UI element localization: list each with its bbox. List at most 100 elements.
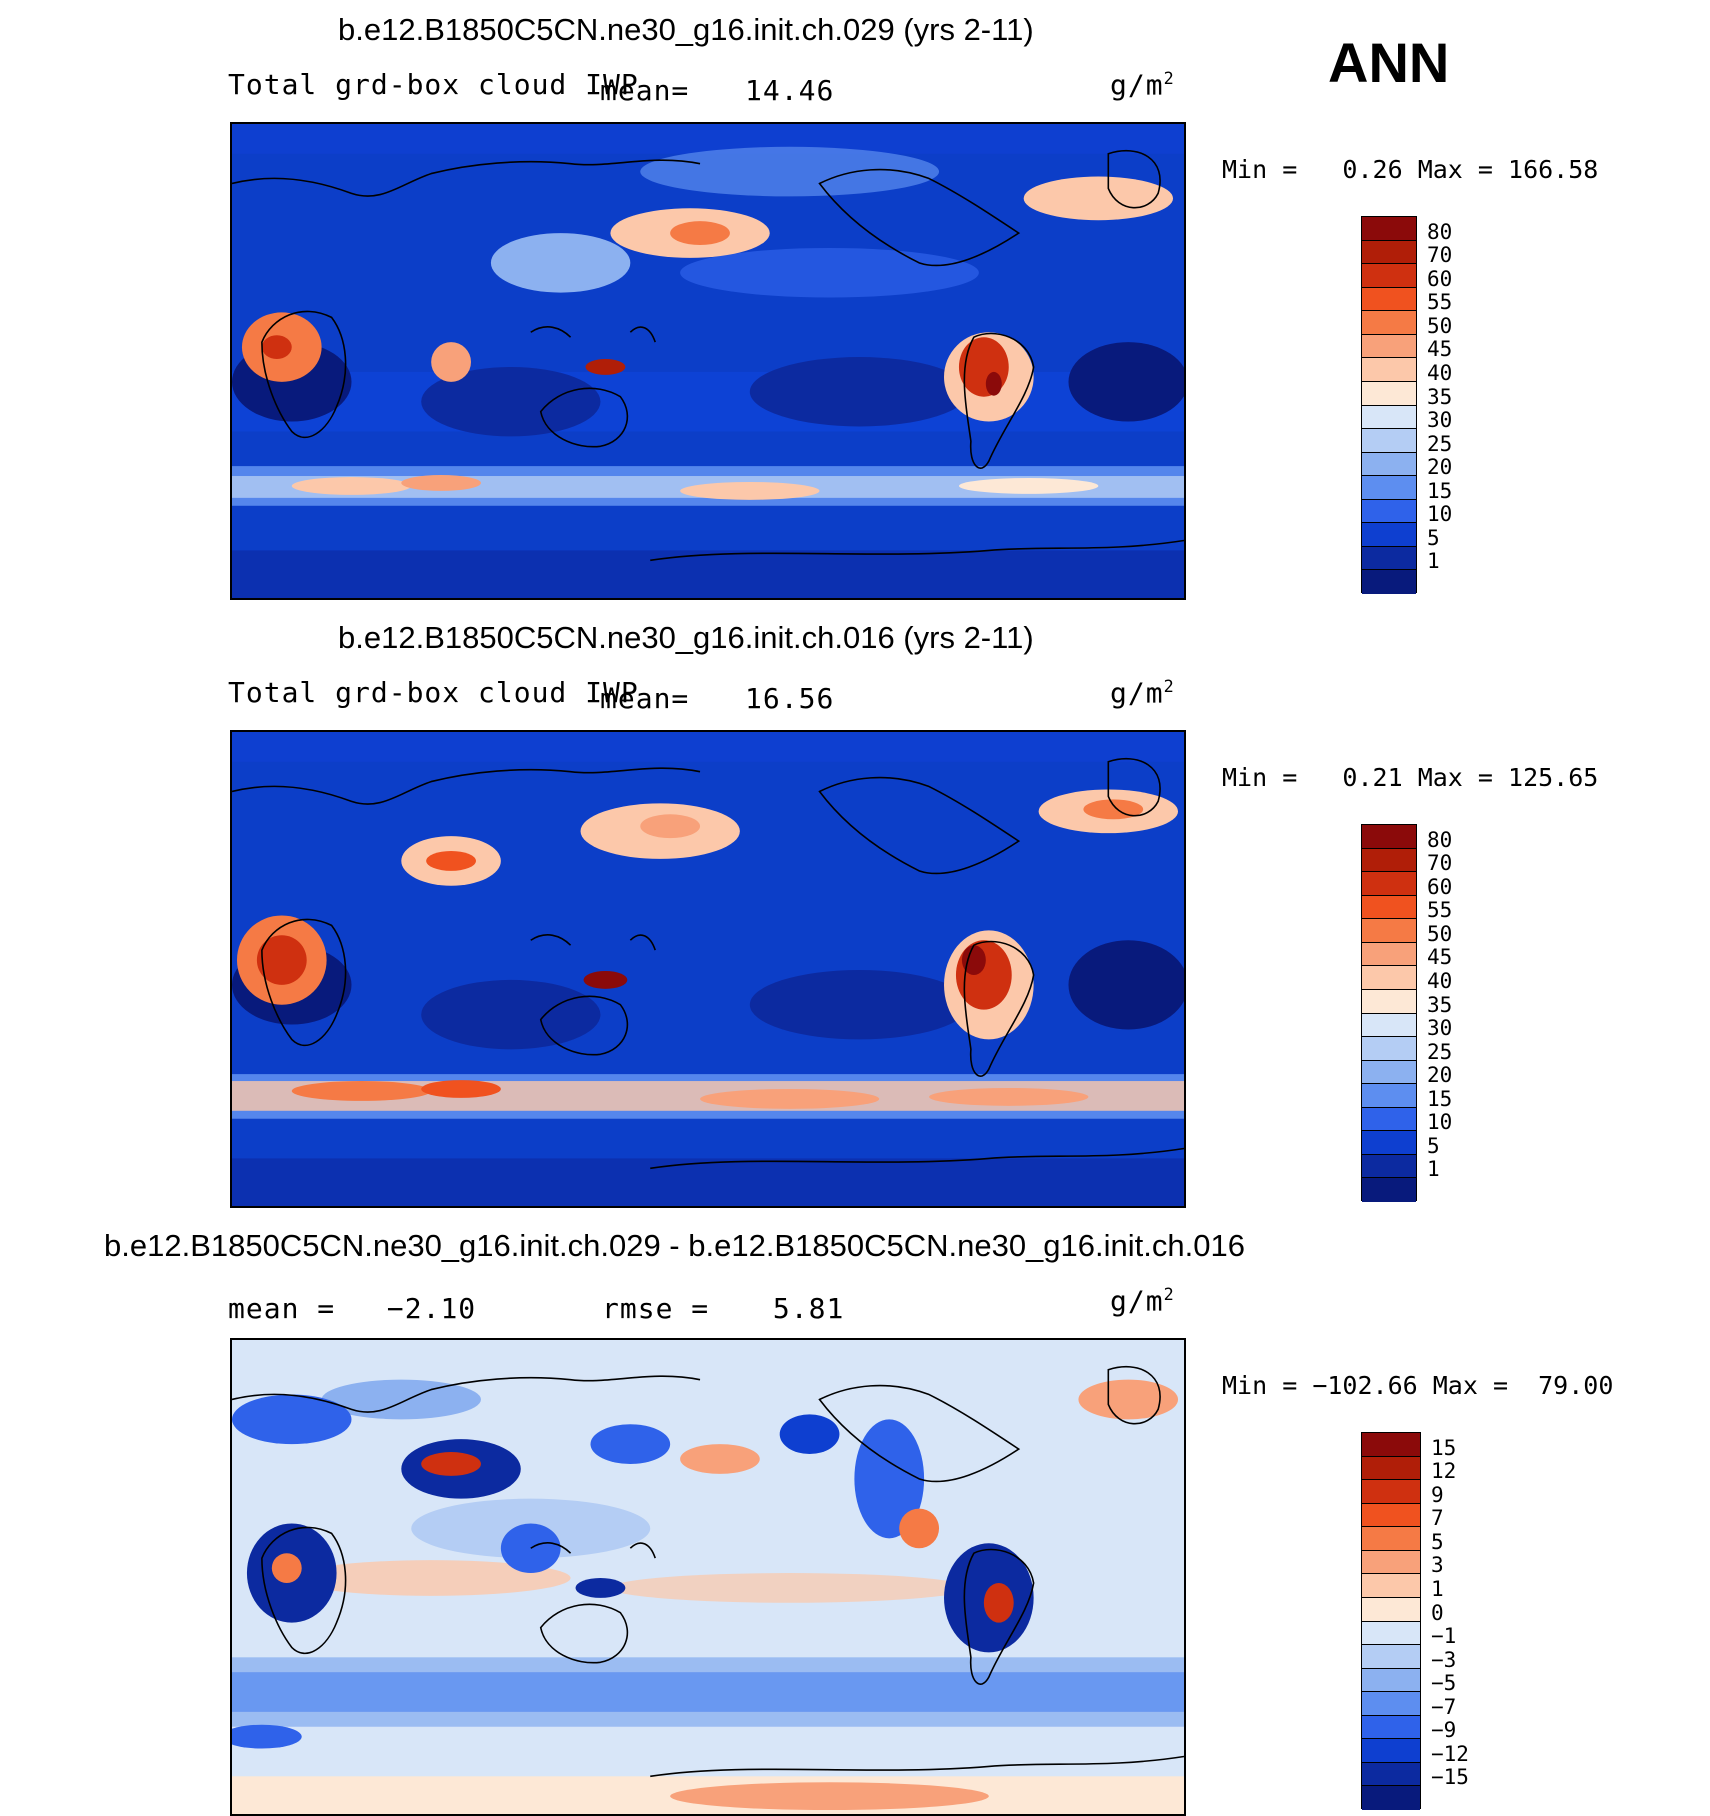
- panel1-min-value: 0.26: [1342, 155, 1403, 184]
- colorbar-level-label: 45: [1427, 945, 1453, 970]
- colorbar-level-label: 7: [1431, 1506, 1444, 1531]
- colorbar-swatch: [1362, 966, 1416, 990]
- colorbar-swatch: [1362, 825, 1416, 849]
- colorbar-swatch: [1362, 264, 1416, 288]
- colorbar-swatch: [1362, 381, 1416, 406]
- panel1-mean-label: mean=: [600, 74, 690, 107]
- season-label: ANN: [1328, 31, 1450, 94]
- colorbar-level-label: 80: [1427, 827, 1453, 852]
- colorbar-swatch: [1362, 1131, 1416, 1155]
- panel3-mean-value: −2.10: [386, 1292, 477, 1325]
- colorbar-swatch: [1362, 872, 1416, 896]
- colorbar-swatch: [1362, 1037, 1416, 1061]
- colorbar-level-label: 50: [1427, 313, 1453, 338]
- colorbar-level-label: 1: [1427, 1157, 1440, 1182]
- panel3-title: b.e12.B1850C5CN.ne30_g16.init.ch.029 - b…: [104, 1228, 1245, 1263]
- colorbar-level-label: 45: [1427, 337, 1453, 362]
- colorbar-swatch: [1362, 942, 1416, 967]
- colorbar-swatch: [1362, 989, 1416, 1014]
- colorbar-swatch: [1362, 452, 1416, 477]
- colorbar-level-label: 30: [1427, 1016, 1453, 1041]
- panel3-map-field: [232, 1340, 1184, 1814]
- colorbar-level-label: 15: [1427, 478, 1453, 503]
- panel2-max-value: 125.65: [1508, 763, 1599, 792]
- colorbar-swatch: [1362, 1786, 1420, 1810]
- colorbar-swatch: [1362, 405, 1416, 430]
- colorbar-level-label: 15: [1427, 1086, 1453, 1111]
- panel3-mean: mean = −2.10: [228, 1292, 476, 1325]
- colorbar-swatch: [1362, 570, 1416, 594]
- colorbar-level-label: 3: [1431, 1553, 1444, 1578]
- panel3-rmse-value: 5.81: [772, 1292, 845, 1325]
- panel3-max-value: 79.00: [1538, 1371, 1614, 1400]
- colorbar-swatch: [1362, 1550, 1420, 1575]
- panel1-max-value: 166.58: [1508, 155, 1599, 184]
- panel3-map: [230, 1338, 1186, 1816]
- colorbar-level-label: 20: [1427, 455, 1453, 480]
- colorbar-level-label: 50: [1427, 921, 1453, 946]
- colorbar-level-label: 80: [1427, 219, 1453, 244]
- panel3-max-label: Max =: [1432, 1371, 1509, 1400]
- colorbar-level-label: 0: [1431, 1600, 1444, 1625]
- colorbar-level-label: −5: [1431, 1671, 1457, 1696]
- panel2-variable: Total grd-box cloud IWP: [228, 676, 639, 709]
- colorbar-level-label: −7: [1431, 1694, 1457, 1719]
- colorbar-swatch: [1362, 1715, 1420, 1740]
- panel3-units: g/m2: [1110, 1284, 1175, 1318]
- colorbar-swatch: [1362, 1084, 1416, 1108]
- colorbar-swatch: [1362, 1668, 1420, 1693]
- colorbar-level-label: 60: [1427, 266, 1453, 291]
- colorbar-swatch: [1362, 1692, 1420, 1716]
- colorbar-swatch: [1362, 523, 1416, 547]
- panel2-colorbar: [1361, 824, 1417, 1202]
- panel3-min-label: Min =: [1222, 1371, 1298, 1400]
- colorbar-level-label: 5: [1427, 525, 1440, 550]
- panel1-title: b.e12.B1850C5CN.ne30_g16.init.ch.029 (yr…: [338, 12, 1034, 47]
- colorbar-swatch: [1362, 546, 1416, 571]
- colorbar-level-label: 15: [1431, 1435, 1457, 1460]
- colorbar-level-label: 5: [1431, 1529, 1444, 1554]
- colorbar-swatch: [1362, 429, 1416, 453]
- colorbar-swatch: [1362, 895, 1416, 920]
- panel3-mean-label: mean =: [228, 1292, 336, 1325]
- colorbar-level-label: 5: [1427, 1133, 1440, 1158]
- colorbar-level-label: 55: [1427, 290, 1453, 315]
- colorbar-swatch: [1362, 1154, 1416, 1179]
- panel1-max-label: Max =: [1417, 155, 1493, 184]
- panel1-min-label: Min =: [1222, 155, 1298, 184]
- colorbar-swatch: [1362, 1621, 1420, 1646]
- panel1-map: [230, 122, 1186, 600]
- panel2-min-value: 0.21: [1342, 763, 1403, 792]
- colorbar-level-label: 9: [1431, 1482, 1444, 1507]
- panel1-minmax: Min = 0.26 Max = 166.58: [1222, 155, 1598, 184]
- panel1-mean-value: 14.46: [745, 74, 835, 107]
- panel3-minmax: Min = −102.66 Max = 79.00: [1222, 1371, 1613, 1400]
- panel2-mean: mean= 16.56: [600, 682, 834, 715]
- colorbar-level-label: 40: [1427, 968, 1453, 993]
- colorbar-level-label: −3: [1431, 1647, 1457, 1672]
- colorbar-swatch: [1362, 919, 1416, 943]
- colorbar-swatch: [1362, 1060, 1416, 1085]
- panel2-title: b.e12.B1850C5CN.ne30_g16.init.ch.016 (yr…: [338, 620, 1034, 655]
- panel1-colorbar: [1361, 216, 1417, 594]
- panel3-min-value: −102.66: [1312, 1371, 1418, 1400]
- colorbar-level-label: 1: [1427, 549, 1440, 574]
- panel1-units: g/m2: [1110, 68, 1175, 102]
- panel1-map-field: [232, 124, 1184, 598]
- panel2-units: g/m2: [1110, 676, 1175, 710]
- colorbar-level-label: 10: [1427, 502, 1453, 527]
- colorbar-level-label: 25: [1427, 1039, 1453, 1064]
- colorbar-swatch: [1362, 358, 1416, 382]
- colorbar-level-label: 70: [1427, 243, 1453, 268]
- colorbar-swatch: [1362, 1574, 1420, 1598]
- colorbar-level-label: 20: [1427, 1063, 1453, 1088]
- colorbar-swatch: [1362, 848, 1416, 873]
- colorbar-level-label: 12: [1431, 1459, 1457, 1484]
- colorbar-swatch: [1362, 476, 1416, 500]
- panel3-rmse-label: rmse =: [602, 1292, 710, 1325]
- colorbar-level-label: 25: [1427, 431, 1453, 456]
- colorbar-swatch: [1362, 311, 1416, 335]
- colorbar-swatch: [1362, 1597, 1420, 1622]
- colorbar-level-label: 35: [1427, 992, 1453, 1017]
- panel2-mean-label: mean=: [600, 682, 690, 715]
